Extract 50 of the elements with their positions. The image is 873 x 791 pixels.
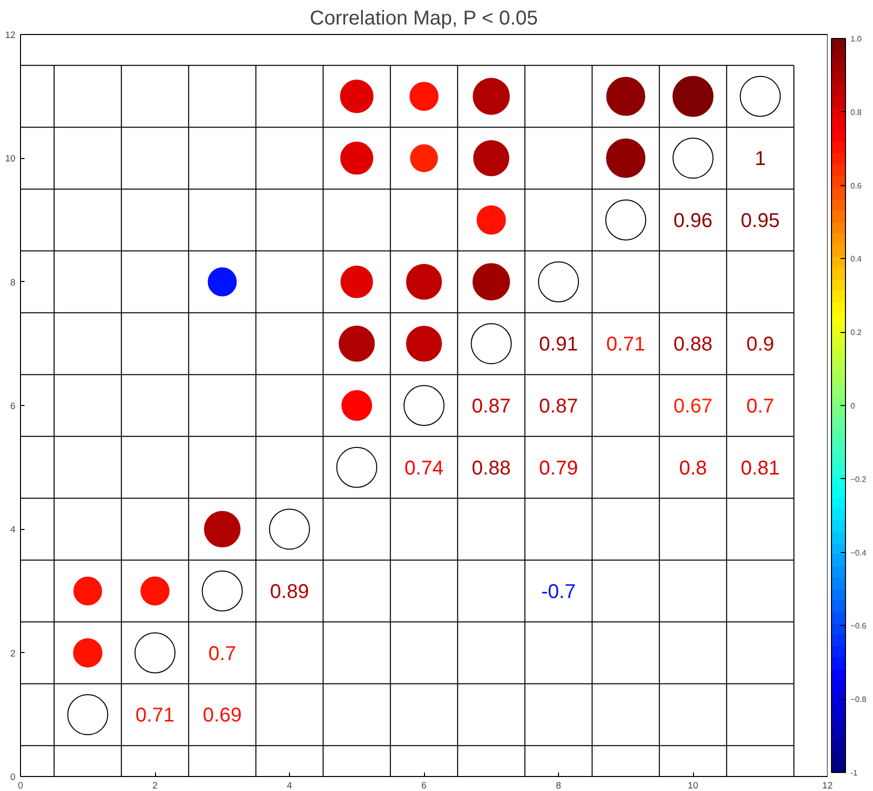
point [340,266,373,298]
annotation: 0.7 [746,396,774,418]
annotation: 0.71 [136,704,174,727]
annotation: 0.87 [472,396,511,418]
color-bar-label: 0.4 [850,254,862,264]
x-tick-label: 12 [822,780,833,790]
y-tick-label: 6 [10,401,16,411]
annotation: 0.67 [674,396,712,418]
annotation: 0.7 [208,642,236,665]
annotation: 0.88 [472,457,511,480]
color-bar-label: 1.0 [850,34,862,44]
y-tick-label: 4 [10,524,16,535]
x-tick-label: 2 [152,780,158,790]
annotation: 0.87 [539,396,578,418]
color-bar-label: −0.8 [850,695,867,704]
x-tick-label: 4 [286,780,292,790]
x-tick-label: 0 [18,780,24,790]
annotation: -0.7 [541,581,576,603]
annotation: 0.9 [746,334,774,356]
y-tick-label: 0 [10,772,16,782]
chart-title: Correlation Map, P < 0.05 [310,8,538,30]
annotation: 0.96 [674,210,712,232]
y-tick-label: 2 [10,648,16,658]
color-bar-label: 0.8 [850,108,862,117]
x-tick-label: 6 [421,780,427,790]
color-bar-label: 0.2 [850,328,862,338]
color-bar-label: −0.4 [850,548,867,558]
annotation: 0.79 [539,457,578,480]
y-tick-label: 10 [5,154,16,164]
annotation: 0.69 [202,704,242,727]
annotation: 0.71 [606,334,646,356]
color-bar-label: -1 [850,768,858,778]
y-tick-label: 12 [5,30,16,40]
y-tick-label: 8 [10,277,16,288]
annotation: 1 [754,148,766,170]
annotation: 0.95 [740,210,780,232]
annotation: 0.8 [679,457,707,480]
annotation: 0.81 [740,457,780,480]
color-bar-label: 0 [850,402,856,410]
annotation: 0.89 [270,581,309,603]
color-bar-label: −0.6 [850,622,867,631]
annotation: 0.74 [404,457,444,480]
x-tick-label: 8 [556,780,562,790]
color-bar-label: −0.2 [850,474,867,484]
annotation: 0.91 [539,334,578,356]
annotation: 0.88 [674,334,712,356]
point [340,80,374,114]
point [340,142,374,175]
color-bar-label: 0.6 [850,181,862,190]
x-tick-label: 10 [688,780,698,790]
